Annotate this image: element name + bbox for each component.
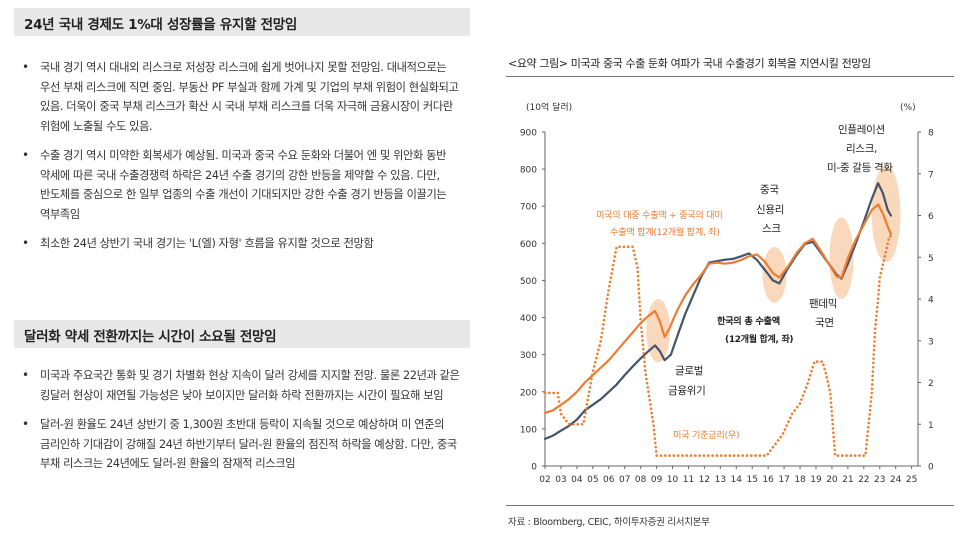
x-tick-label: 05 [587, 475, 598, 485]
left-tick-label: 400 [520, 314, 537, 324]
list-item: 최소한 24년 상반기 국내 경기는 'L(엘) 자형' 흐름을 유지할 것으로… [20, 234, 465, 254]
section-title-dollar: 달러화 약세 전환까지는 시간이 소요될 전망임 [14, 320, 470, 348]
x-tick-label: 19 [810, 475, 822, 485]
right-tick-label: 2 [928, 379, 934, 389]
us-china-trade-line [543, 203, 892, 414]
right-tick-label: 0 [928, 463, 934, 473]
x-tick-label: 10 [667, 475, 679, 485]
right-tick-label: 7 [928, 170, 934, 180]
left-tick-label: 300 [520, 351, 537, 361]
y-right-unit: (%) [900, 103, 916, 113]
x-tick-label: 02 [539, 475, 550, 485]
x-tick-label: 23 [874, 475, 885, 485]
right-tick-label: 1 [928, 421, 934, 431]
x-tick-label: 13 [715, 475, 726, 485]
x-tick-label: 08 [635, 475, 647, 485]
x-tick-label: 09 [651, 475, 663, 485]
x-tick-label: 07 [619, 475, 630, 485]
chart-annotation: 팬데믹 [809, 298, 837, 310]
x-tick-label: 25 [906, 475, 917, 485]
x-tick-label: 22 [858, 475, 869, 485]
figure-top-rule [506, 76, 954, 77]
x-tick-label: 04 [571, 475, 583, 485]
x-tick-label: 24 [890, 475, 902, 485]
list-item: 미국과 주요국간 통화 및 경기 차별화 현상 지속이 달러 강세를 지지할 전… [20, 366, 465, 405]
left-tick-label: 200 [520, 388, 537, 398]
figure-title: <요약 그림> 미국과 중국 수출 둔화 여파가 국내 수출경기 회복을 지연시… [508, 57, 871, 70]
highlight-ellipse [871, 165, 901, 262]
dollar-bullet-list: 미국과 주요국간 통화 및 경기 차별화 현상 지속이 달러 강세를 지지할 전… [20, 366, 465, 484]
right-tick-label: 4 [928, 296, 934, 306]
x-tick-label: 14 [731, 475, 743, 485]
chart-annotation: 리스크, [846, 143, 877, 155]
chart-annotation: 수출액 합계(12개월 합계, 좌) [610, 226, 720, 238]
x-tick-label: 18 [794, 475, 806, 485]
x-tick-label: 16 [762, 475, 774, 485]
list-item: 국내 경기 역시 대내외 리스크로 저성장 리스크에 쉽게 벗어나지 못할 전망… [20, 58, 465, 136]
chart-annotation: 인플레이션 [838, 124, 885, 136]
chart-annotation: 글로벌 [675, 365, 703, 377]
chart-annotation: 미국 기준금리(우) [673, 430, 739, 441]
left-tick-label: 0 [531, 463, 537, 473]
right-tick-label: 8 [928, 129, 934, 139]
chart-annotation: (12개월 합계, 좌) [725, 333, 793, 345]
left-tick-label: 100 [520, 425, 537, 435]
chart-annotation: 중국 [760, 184, 779, 196]
x-tick-label: 17 [778, 475, 789, 485]
chart-annotation: 국면 [815, 317, 834, 329]
left-tick-label: 900 [520, 129, 537, 139]
x-tick-label: 15 [746, 475, 757, 485]
chart-annotation: 미국의 대중 수출액 + 중국의 대미 [596, 209, 722, 221]
figure-source: 자료 : Bloomberg, CEIC, 하이투자증권 리서치본부 [508, 517, 710, 528]
left-tick-label: 700 [520, 203, 537, 213]
x-tick-label: 06 [603, 475, 615, 485]
right-tick-label: 5 [928, 254, 934, 264]
chart-annotation: 한국의 총 수출액 [717, 315, 780, 327]
right-tick-label: 3 [928, 337, 934, 347]
highlight-ellipse [829, 217, 854, 299]
x-tick-label: 12 [699, 475, 710, 485]
section-title-growth: 24년 국내 경제도 1%대 성장률을 유지할 전망임 [14, 8, 470, 36]
x-tick-label: 11 [683, 475, 694, 485]
x-tick-label: 20 [826, 475, 838, 485]
x-tick-label: 21 [842, 475, 853, 485]
chart-annotation: 스크 [762, 223, 781, 235]
chart-annotation: 신용리 [756, 204, 784, 216]
highlight-ellipse [646, 299, 671, 363]
x-tick-label: 03 [555, 475, 566, 485]
list-item: 달러-원 환율도 24년 상반기 중 1,300원 초반대 등락이 지속될 것으… [20, 415, 465, 474]
chart-annotation: 금융위기 [668, 384, 705, 397]
list-item: 수출 경기 역시 미약한 회복세가 예상됨. 미국과 중국 수요 둔화와 더불어… [20, 146, 465, 224]
figure-bottom-rule [506, 505, 954, 506]
chart-annotation: 미-중 갈등 격화 [827, 161, 893, 174]
growth-bullet-list: 국내 경기 역시 대내외 리스크로 저성장 리스크에 쉽게 벗어나지 못할 전망… [20, 58, 465, 264]
left-tick-label: 600 [520, 240, 537, 250]
right-tick-label: 6 [928, 212, 934, 222]
left-tick-label: 800 [520, 166, 537, 176]
y-left-unit: (10억 달러) [526, 101, 572, 113]
left-tick-label: 500 [520, 277, 537, 287]
